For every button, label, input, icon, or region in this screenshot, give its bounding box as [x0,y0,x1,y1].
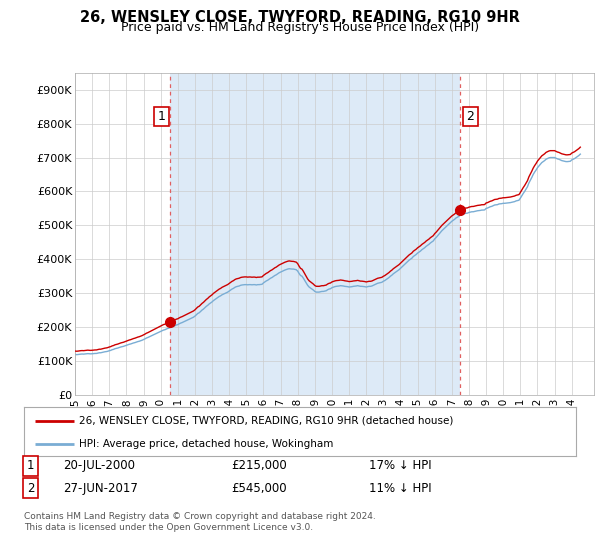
Text: 26, WENSLEY CLOSE, TWYFORD, READING, RG10 9HR: 26, WENSLEY CLOSE, TWYFORD, READING, RG1… [80,10,520,25]
Text: 17% ↓ HPI: 17% ↓ HPI [369,459,431,473]
Text: 1: 1 [27,459,35,473]
Text: £215,000: £215,000 [231,459,287,473]
Text: 20-JUL-2000: 20-JUL-2000 [63,459,135,473]
Text: HPI: Average price, detached house, Wokingham: HPI: Average price, detached house, Woki… [79,439,334,449]
Text: 2: 2 [27,482,35,495]
Text: 26, WENSLEY CLOSE, TWYFORD, READING, RG10 9HR (detached house): 26, WENSLEY CLOSE, TWYFORD, READING, RG1… [79,416,454,426]
Text: 1: 1 [158,110,166,123]
Text: 11% ↓ HPI: 11% ↓ HPI [369,482,431,495]
Text: 2: 2 [467,110,475,123]
Text: Contains HM Land Registry data © Crown copyright and database right 2024.
This d: Contains HM Land Registry data © Crown c… [24,512,376,532]
Text: Price paid vs. HM Land Registry's House Price Index (HPI): Price paid vs. HM Land Registry's House … [121,21,479,34]
Text: £545,000: £545,000 [231,482,287,495]
Text: 27-JUN-2017: 27-JUN-2017 [63,482,138,495]
Bar [170,73,460,395]
